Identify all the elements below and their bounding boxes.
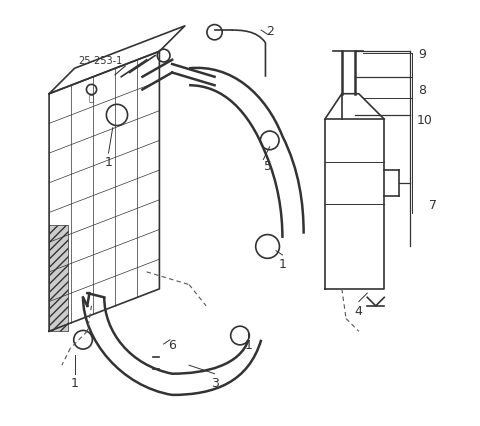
Text: 1: 1 [244, 338, 252, 351]
Text: 6: 6 [168, 338, 176, 351]
Text: 3: 3 [211, 376, 218, 389]
Text: 8: 8 [419, 84, 426, 97]
Text: 4: 4 [355, 304, 363, 317]
Text: 1: 1 [71, 376, 79, 389]
Text: 10: 10 [417, 113, 432, 127]
Text: 25-253-1: 25-253-1 [78, 56, 122, 66]
Text: ꟱: ꟱ [89, 94, 94, 103]
Polygon shape [49, 226, 68, 331]
Text: 2: 2 [266, 25, 274, 37]
Text: 7: 7 [429, 198, 437, 211]
Text: 5: 5 [264, 160, 272, 173]
Text: 1: 1 [278, 257, 287, 270]
Text: 9: 9 [419, 48, 426, 61]
Text: 1: 1 [105, 156, 112, 169]
